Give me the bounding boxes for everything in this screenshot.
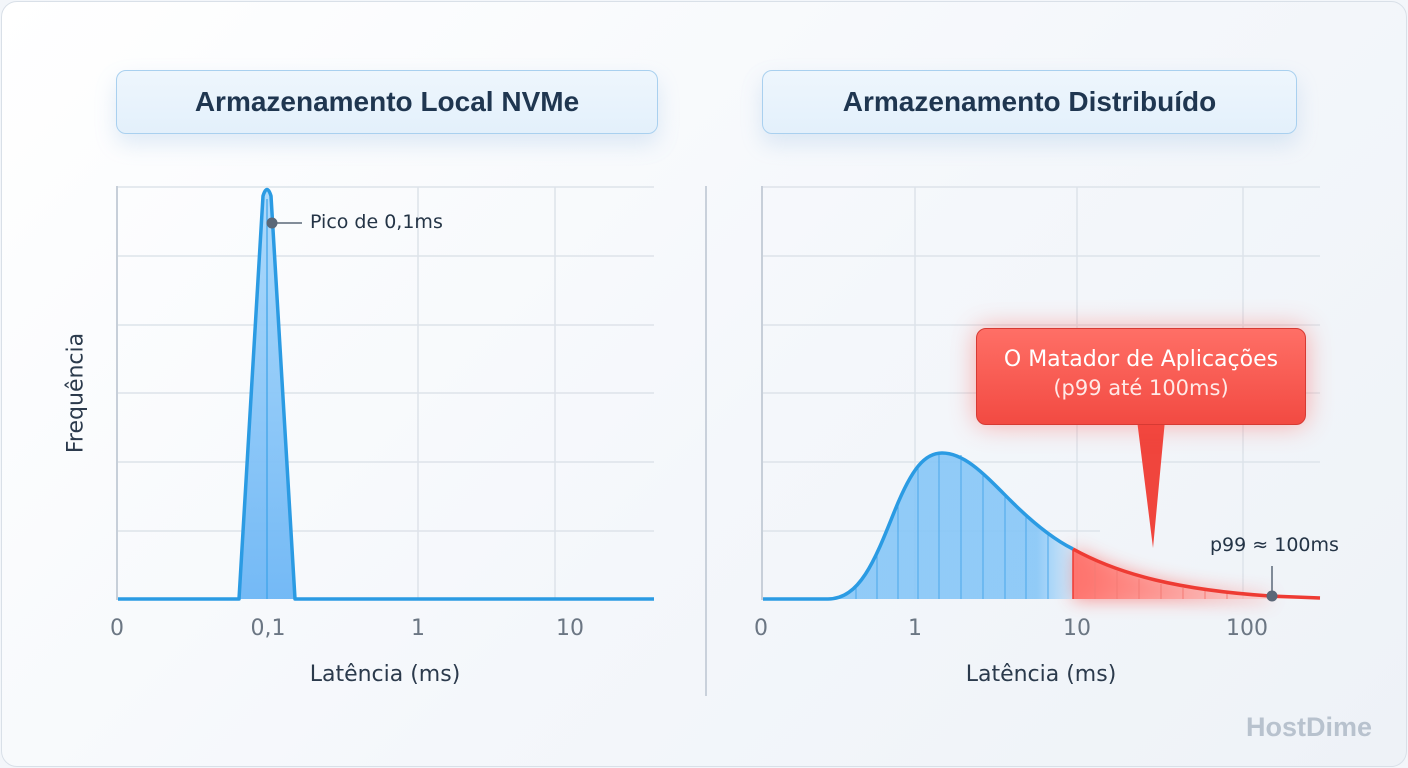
- right-body-line: [763, 451, 1074, 601]
- right-tick-0: 0: [754, 616, 768, 641]
- right-tick-3: 100: [1226, 616, 1268, 641]
- left-tick-1: 0,1: [250, 616, 286, 641]
- callout-title: O Matador de Aplicações: [1003, 347, 1279, 372]
- right-tail-fill: [1073, 549, 1320, 599]
- peak-annotation: Pico de 0,1ms: [310, 211, 443, 233]
- callout-subtitle: (p99 até 100ms): [1053, 376, 1229, 400]
- right-panel-title: Armazenamento Distribuído: [762, 70, 1297, 134]
- callout-pointer: [1137, 420, 1165, 548]
- right-tail-bars: [1094, 561, 1228, 599]
- right-tick-2: 10: [1063, 616, 1091, 641]
- right-x-label: Latência (ms): [965, 662, 1117, 687]
- left-y-label: Frequência: [63, 332, 89, 454]
- left-tick-2: 1: [411, 616, 425, 641]
- left-panel-title: Armazenamento Local NVMe: [116, 70, 658, 134]
- left-spike-line: [118, 187, 654, 601]
- brand-logo: HostDime: [1245, 712, 1372, 742]
- callout-box: O Matador de Aplicações (p99 até 100ms): [976, 328, 1306, 425]
- right-body-fill: [830, 453, 1073, 599]
- peak-marker: [266, 217, 278, 229]
- right-body-bars: [855, 453, 1049, 599]
- left-grid: [117, 186, 654, 599]
- p99-marker: [1266, 590, 1278, 602]
- p99-annotation: p99 ≈ 100ms: [1210, 534, 1339, 556]
- left-x-label: Latência (ms): [309, 662, 461, 687]
- left-tick-0: 0: [110, 616, 124, 641]
- panel-divider: [705, 186, 707, 696]
- right-tail-line: [1072, 547, 1321, 600]
- right-tick-1: 1: [908, 616, 922, 641]
- left-tick-3: 10: [556, 616, 584, 641]
